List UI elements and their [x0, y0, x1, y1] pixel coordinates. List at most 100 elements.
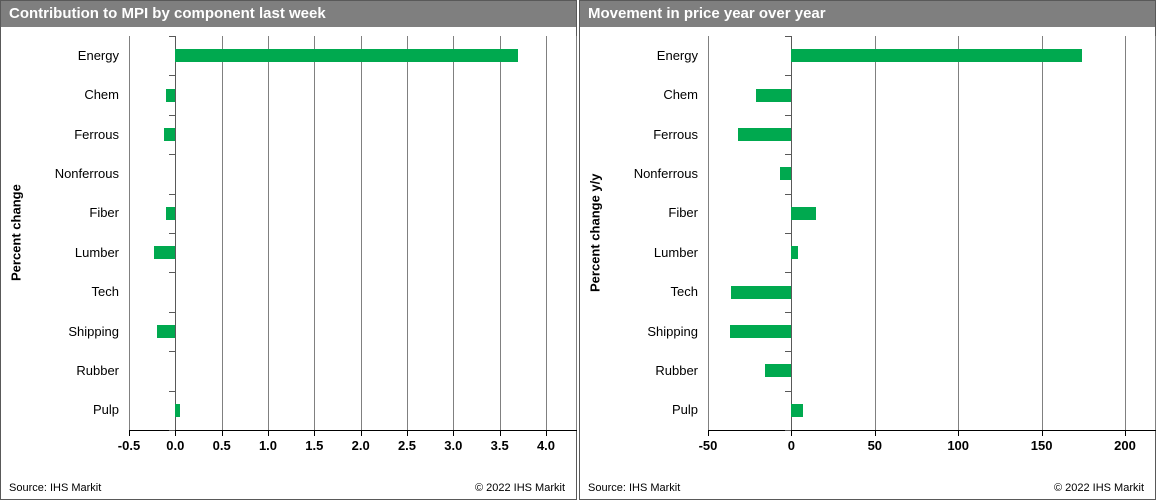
- bar-fiber: [166, 206, 176, 220]
- gridline: [314, 36, 316, 430]
- bar-energy: [791, 49, 1082, 63]
- category-axis-tick: [169, 114, 176, 116]
- category-axis-tick: [169, 193, 176, 195]
- category-axis-tick: [785, 430, 792, 431]
- category-label-ferrous: Ferrous: [653, 126, 698, 142]
- gridline: [958, 36, 960, 430]
- x-tick-label: 3.0: [444, 438, 463, 453]
- x-axis-tick: [314, 431, 316, 436]
- zero-axis-line: [175, 36, 177, 430]
- bar-nonferrous: [779, 167, 792, 181]
- category-axis-tick: [169, 233, 176, 234]
- x-tick-label: 150: [1030, 438, 1053, 453]
- gridline: [1125, 36, 1126, 430]
- gridline: [221, 36, 223, 430]
- category-axis-tick: [785, 272, 792, 274]
- category-label-pulp: Pulp: [92, 402, 119, 418]
- bar-lumber: [791, 246, 799, 260]
- gridline: [453, 36, 455, 430]
- category-label-tech: Tech: [670, 284, 698, 300]
- x-tick-label: 1.0: [258, 438, 278, 453]
- gridline: [708, 36, 709, 430]
- x-axis-tick: [129, 431, 130, 436]
- chart-title: Contribution to MPI by component last we…: [1, 1, 576, 27]
- x-axis-tick: [958, 431, 960, 436]
- gridline: [360, 36, 362, 430]
- gridline: [129, 36, 130, 430]
- chart-title: Movement in price year over year: [580, 1, 1155, 27]
- gridline: [1041, 36, 1043, 430]
- price-movement-chart-panel: Movement in price year over year Percent…: [579, 0, 1156, 500]
- x-tick-label: 0.0: [166, 438, 185, 453]
- x-tick-label: 2.0: [351, 438, 370, 453]
- x-axis-tick: [499, 431, 501, 436]
- x-tick-label: 100: [947, 438, 970, 453]
- bar-fiber: [791, 206, 817, 220]
- x-axis-tick: [546, 431, 547, 436]
- mpi-contribution-chart-panel: Contribution to MPI by component last we…: [0, 0, 577, 500]
- x-axis-line: [708, 430, 1156, 431]
- gridline: [499, 36, 501, 430]
- category-axis-tick: [169, 272, 176, 274]
- gridline: [874, 36, 876, 430]
- category-axis-tick: [169, 154, 176, 156]
- x-axis-tick: [407, 431, 408, 436]
- x-tick-label: 3.5: [490, 438, 509, 453]
- copyright-note: © 2022 IHS Markit: [474, 482, 565, 494]
- x-axis-tick: [221, 431, 223, 436]
- x-axis-line: [129, 430, 577, 431]
- category-axis-tick: [785, 36, 792, 37]
- category-axis-tick: [169, 351, 176, 353]
- category-axis-tick: [169, 311, 176, 313]
- bar-pulp: [791, 403, 804, 417]
- category-label-fiber: Fiber: [89, 205, 119, 221]
- bar-tech: [731, 285, 792, 299]
- category-label-chem: Chem: [663, 87, 698, 103]
- x-tick-label: -0.5: [117, 438, 141, 453]
- category-axis-tick: [785, 390, 792, 392]
- category-axis-tick: [785, 311, 792, 313]
- zero-axis-line: [791, 36, 793, 430]
- plot-area: -0.5 0.0 0.5 1.0 1.5 2.0 2.5 3.0 3.5 4.0 Energy Che…: [1, 1, 577, 499]
- source-note: Source: IHS Markit: [9, 482, 102, 494]
- x-axis-tick: [453, 431, 455, 436]
- bar-chem: [756, 88, 792, 102]
- category-axis-tick: [785, 233, 792, 234]
- category-label-pulp: Pulp: [671, 402, 698, 418]
- gridline: [407, 36, 408, 430]
- category-axis-tick: [169, 430, 176, 431]
- category-label-shipping: Shipping: [647, 323, 698, 339]
- plot-right-border: [576, 36, 577, 430]
- category-label-chem: Chem: [84, 87, 119, 103]
- category-axis-tick: [785, 114, 792, 116]
- bar-lumber: [154, 246, 176, 260]
- x-tick-label: 200: [1114, 438, 1136, 453]
- gridline: [546, 36, 547, 430]
- x-axis-tick: [791, 431, 793, 436]
- bar-energy: [175, 49, 519, 63]
- x-tick-label: 2.5: [397, 438, 417, 453]
- bar-chem: [166, 88, 176, 102]
- bar-pulp: [175, 403, 180, 417]
- category-label-tech: Tech: [91, 284, 119, 300]
- x-tick-label: -50: [698, 438, 718, 453]
- bar-shipping: [729, 325, 792, 338]
- category-axis-tick: [785, 154, 792, 156]
- category-axis-tick: [169, 75, 176, 77]
- category-axis-tick: [785, 193, 792, 195]
- x-tick-label: 0: [787, 438, 795, 453]
- category-label-energy: Energy: [656, 47, 698, 63]
- bar-shipping: [156, 325, 176, 338]
- category-label-energy: Energy: [77, 47, 119, 63]
- x-axis-tick: [708, 431, 709, 436]
- category-label-fiber: Fiber: [668, 205, 698, 221]
- category-label-ferrous: Ferrous: [74, 126, 119, 142]
- category-label-rubber: Rubber: [655, 362, 698, 378]
- gridline: [268, 36, 269, 430]
- category-axis-tick: [785, 75, 792, 77]
- x-axis-tick: [360, 431, 362, 436]
- category-label-nonferrous: Nonferrous: [54, 165, 119, 181]
- category-axis-tick: [169, 36, 176, 37]
- x-axis-tick: [874, 431, 876, 436]
- category-axis-tick: [785, 351, 792, 353]
